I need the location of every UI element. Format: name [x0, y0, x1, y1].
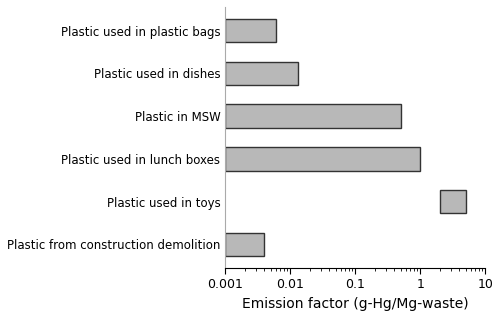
Bar [440, 190, 466, 213]
Bar [225, 104, 400, 128]
Bar [225, 233, 264, 256]
Bar [225, 62, 298, 85]
Bar [225, 19, 276, 42]
Bar [225, 147, 420, 171]
X-axis label: Emission factor (g-Hg/Mg-waste): Emission factor (g-Hg/Mg-waste) [242, 297, 468, 311]
